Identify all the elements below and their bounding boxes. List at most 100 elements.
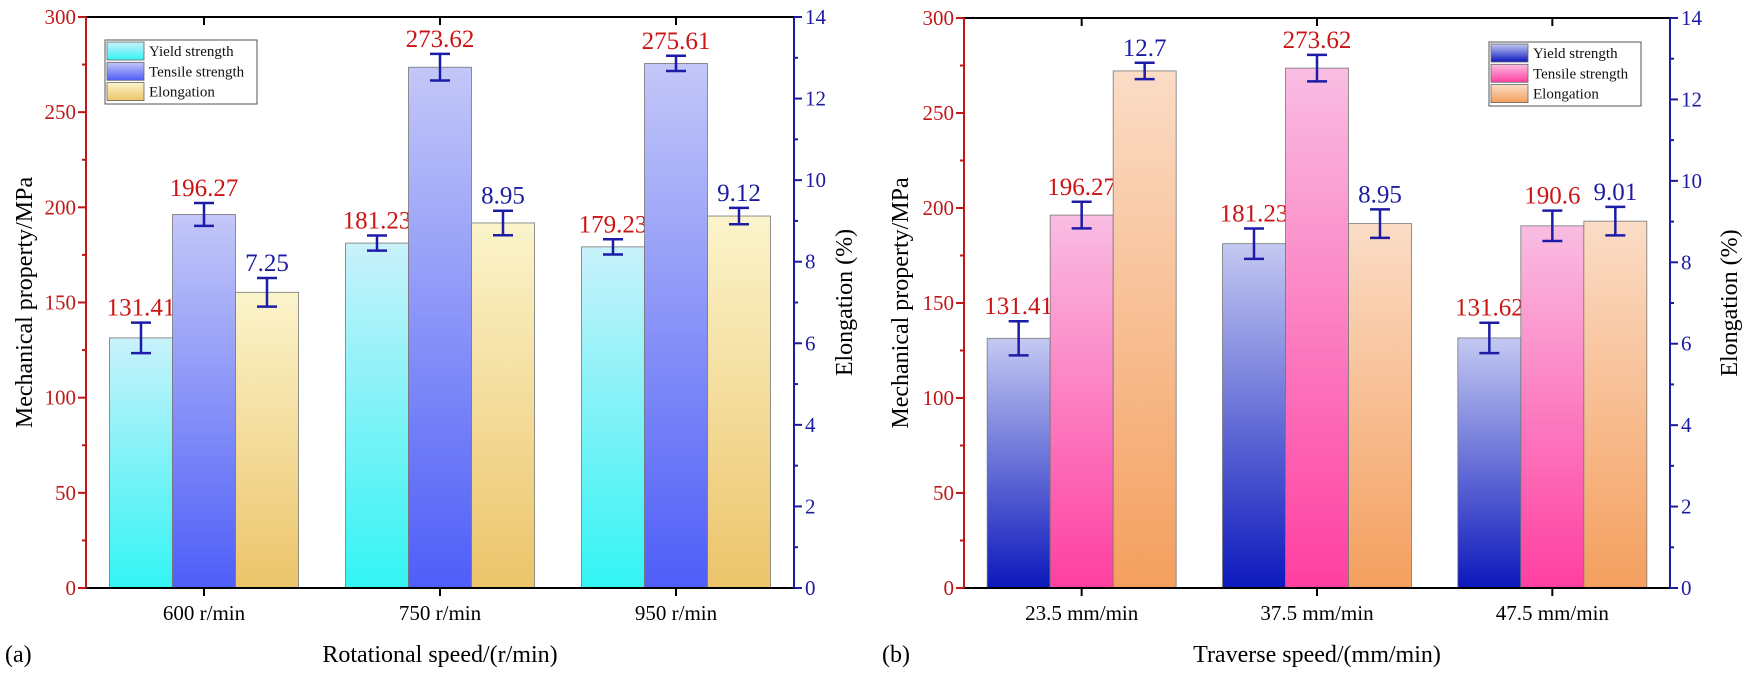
bar-tensile-strength xyxy=(172,214,236,589)
bar-yield-strength xyxy=(345,242,409,589)
left-y-tick-label: 250 xyxy=(923,101,955,125)
legend-swatch xyxy=(1490,43,1529,63)
error-bar xyxy=(367,234,387,252)
data-label: 131.62 xyxy=(1455,295,1524,322)
data-label: 196.27 xyxy=(170,175,239,202)
error-bar xyxy=(430,52,450,82)
left-y-tick-label: 0 xyxy=(66,576,77,600)
right-y-tick-label: 14 xyxy=(805,5,827,29)
data-label: 179.23 xyxy=(579,211,648,238)
data-label: 181.23 xyxy=(1220,200,1289,227)
left-y-tick-label: 300 xyxy=(923,6,955,30)
bar-elongation xyxy=(471,222,535,589)
left-y-tick-label: 100 xyxy=(45,386,77,410)
left-y-tick-label: 50 xyxy=(55,481,76,505)
bar-elongation xyxy=(707,215,771,589)
right-y-tick-label: 2 xyxy=(805,494,816,518)
left-y-tick-label: 200 xyxy=(923,196,955,220)
error-bar xyxy=(493,209,513,237)
error-bar xyxy=(1244,227,1264,261)
panel-a: 131.41 196.27 7.25 600 r/min 181.23 273.62 8.9… xyxy=(5,5,858,668)
bar-tensile-strength xyxy=(1049,214,1114,589)
right-y-tick-label: 0 xyxy=(1681,576,1692,600)
legend-label: Elongation xyxy=(1533,87,1599,103)
bar-yield-strength xyxy=(1457,337,1522,589)
legend: Yield strength Tensile strength Elongation xyxy=(1488,41,1642,107)
error-bar xyxy=(1071,200,1092,230)
right-y-axis-title: Elongation (%) xyxy=(832,229,858,376)
data-label: 190.6 xyxy=(1524,183,1580,210)
bar-elongation xyxy=(1112,70,1177,589)
right-y-tick-label: 8 xyxy=(1681,250,1692,274)
bar-elongation xyxy=(1583,220,1648,589)
bar-tensile-strength xyxy=(644,63,708,589)
right-y-tick-label: 4 xyxy=(805,413,816,437)
bar-yield-strength xyxy=(109,337,173,589)
left-y-tick-label: 100 xyxy=(923,386,955,410)
x-tick-label: 47.5 mm/min xyxy=(1496,601,1610,625)
error-bar xyxy=(1370,208,1390,240)
bar-yield-strength xyxy=(1222,243,1286,589)
right-y-tick-label: 2 xyxy=(1681,495,1692,519)
bar-elongation xyxy=(1348,223,1412,589)
bar-tensile-strength xyxy=(408,66,472,589)
x-tick-label: 600 r/min xyxy=(163,601,246,625)
data-label: 131.41 xyxy=(107,295,176,322)
left-y-tick-label: 250 xyxy=(45,100,77,124)
right-y-tick-label: 12 xyxy=(1681,87,1702,111)
data-label: 273.62 xyxy=(1283,27,1352,54)
right-y-axis-title: Elongation (%) xyxy=(1717,229,1743,376)
error-bar xyxy=(1479,321,1500,355)
bar-yield-strength xyxy=(581,246,645,589)
error-bar xyxy=(603,238,623,256)
left-y-axis-title: Mechanical property/MPa xyxy=(888,177,914,429)
data-label: 273.62 xyxy=(406,26,475,53)
x-tick-label: 750 r/min xyxy=(399,601,482,625)
left-y-tick-label: 300 xyxy=(45,5,77,29)
error-bar xyxy=(1605,205,1626,237)
data-label: 8.95 xyxy=(481,183,525,210)
right-y-tick-label: 14 xyxy=(1681,6,1703,30)
panel-label: (a) xyxy=(5,642,32,668)
legend-swatch xyxy=(1490,84,1529,103)
right-y-tick-label: 10 xyxy=(805,168,826,192)
right-y-tick-label: 0 xyxy=(805,576,816,600)
right-y-tick-label: 8 xyxy=(805,250,816,274)
error-bar xyxy=(1307,53,1327,83)
legend-label: Elongation xyxy=(149,85,215,101)
error-bar xyxy=(131,321,151,355)
right-y-tick-label: 6 xyxy=(1681,332,1692,356)
data-label: 181.23 xyxy=(343,207,412,234)
left-y-tick-label: 150 xyxy=(923,291,955,315)
bar-yield-strength xyxy=(986,337,1051,589)
x-tick-label: 37.5 mm/min xyxy=(1260,601,1374,625)
data-label: 12.7 xyxy=(1123,35,1167,62)
legend-label: Tensile strength xyxy=(149,64,245,80)
data-label: 275.61 xyxy=(642,28,711,55)
error-bar xyxy=(666,54,686,73)
legend: Yield strength Tensile strength Elongation xyxy=(104,39,258,105)
panel-label: (b) xyxy=(882,642,910,668)
legend-label: Tensile strength xyxy=(1533,66,1629,82)
right-y-tick-label: 6 xyxy=(805,331,816,355)
data-label: 7.25 xyxy=(245,250,289,277)
data-label: 196.27 xyxy=(1047,174,1116,201)
data-label: 131.41 xyxy=(984,293,1053,320)
error-bar xyxy=(194,201,214,228)
right-y-tick-label: 10 xyxy=(1681,169,1702,193)
data-label: 8.95 xyxy=(1358,181,1402,208)
data-label: 9.12 xyxy=(717,180,761,207)
legend-swatch xyxy=(1490,63,1529,83)
error-bar xyxy=(1542,209,1563,243)
left-y-tick-label: 50 xyxy=(933,481,954,505)
error-bar xyxy=(729,206,749,226)
left-y-tick-label: 0 xyxy=(944,576,955,600)
bar-tensile-strength xyxy=(1520,225,1585,589)
legend-label: Yield strength xyxy=(149,44,234,60)
error-bar xyxy=(1134,61,1155,81)
error-bar xyxy=(1008,319,1029,357)
error-bar xyxy=(257,276,277,308)
legend-swatch xyxy=(106,82,145,101)
